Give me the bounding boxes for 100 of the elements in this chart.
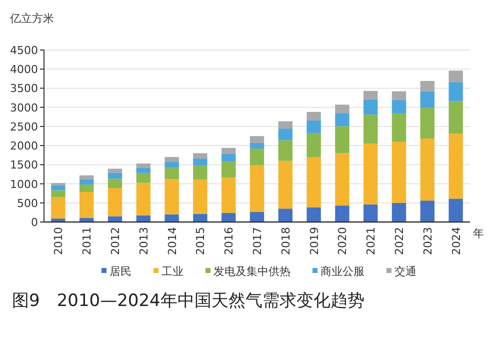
x-tick-label: 2011 [80,227,94,255]
y-tick-label: 1000 [10,178,38,191]
bar [448,134,463,199]
x-tick-label: 2024 [450,227,463,255]
bar [392,113,406,142]
bar [306,132,321,158]
legend-label: 商业公服 [320,265,364,278]
x-tick-label: 2013 [137,227,150,255]
bar [392,202,406,222]
bar [222,178,236,214]
bar [193,165,208,180]
bar [364,90,378,100]
bar [364,144,378,204]
x-tick-label: 2010 [52,227,66,255]
bar [51,190,66,197]
bar [250,148,264,166]
y-tick-label: 500 [17,196,38,210]
x-tick-label: 2015 [194,227,208,255]
bar [306,120,321,133]
bar [306,157,321,208]
y-tick-label: 2500 [10,120,38,134]
legend-label: 交通 [394,265,416,278]
y-tick-label: 0 [31,216,38,229]
x-axis-title: 年 [473,227,484,240]
bar [392,91,406,100]
y-tick-label: 2000 [10,140,38,153]
bar [364,114,378,144]
bar [80,184,94,192]
bar [448,82,463,102]
bar [80,179,94,185]
x-tick-label: 2021 [364,227,378,255]
bar [420,138,434,201]
bar [420,200,434,222]
x-tick-label: 2022 [393,227,406,255]
bar [335,206,350,222]
bar [420,80,434,92]
y-tick-label: 3500 [10,82,38,96]
bar [364,204,378,222]
bar [164,157,179,162]
bar [222,162,236,178]
bar [420,108,434,138]
bar [250,212,264,222]
x-tick-label: 2014 [166,227,179,255]
x-tick-label: 2018 [279,227,292,255]
bar [250,142,264,149]
bar [278,208,292,222]
bar [448,70,463,82]
x-tick-label: 2012 [109,227,122,255]
x-tick-label: 2019 [308,227,321,255]
bar [448,101,463,134]
bar [80,175,94,180]
bar [136,164,150,168]
bar [335,126,350,154]
bar [278,140,292,161]
bar [278,160,292,209]
bar [136,182,150,216]
bar [193,180,208,214]
y-tick-label: 1500 [10,158,38,172]
bar [335,104,350,114]
bar [164,168,179,180]
bar [335,153,350,206]
bar [278,121,292,129]
y-tick-label: 4500 [10,44,38,57]
y-tick-label: 4000 [10,63,38,76]
bar [335,113,350,126]
bar [193,158,208,166]
bar [193,153,208,159]
y-axis-title: 亿立方米 [9,12,54,25]
bar [51,185,66,190]
bar [250,165,264,212]
bar [250,136,264,143]
x-tick-label: 2017 [251,227,264,255]
bar [164,179,179,214]
bar [392,100,406,114]
bar [364,99,378,115]
bar [164,162,179,168]
bar [193,214,208,222]
y-tick-label: 3000 [10,101,38,114]
bar [80,192,94,218]
bar [306,112,321,121]
bar [108,178,122,188]
text: 图9 2010—2024年中国天然气需求变化趋势 [12,291,364,311]
bar [51,196,66,219]
bar [222,213,236,222]
bar [108,168,122,173]
bar [278,128,292,140]
bar [448,198,463,222]
bar [108,188,122,216]
bar [392,142,406,203]
bar [136,168,150,173]
x-tick-label: 2016 [222,227,236,255]
bar [222,154,236,162]
bar [306,207,321,222]
legend-label: 工业 [162,265,184,278]
x-tick-label: 2023 [421,227,434,255]
bar [222,148,236,154]
bar [136,172,150,183]
x-tick-label: 2020 [336,227,350,255]
legend-label: 发电及集中供热 [214,265,290,278]
bar [108,172,122,179]
